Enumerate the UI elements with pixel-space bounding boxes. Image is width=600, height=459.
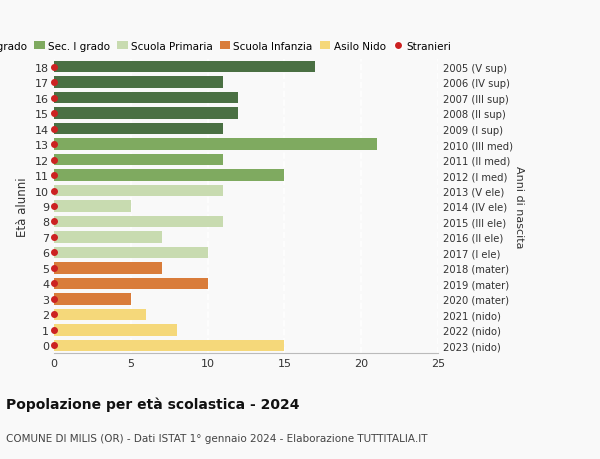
Bar (54, 170, 284, 181)
Bar (54, 278, 208, 290)
Y-axis label: Età alunni: Età alunni (16, 177, 29, 236)
Bar (54, 108, 238, 120)
Bar (54, 309, 146, 320)
Bar (54, 93, 238, 104)
Bar (54, 325, 177, 336)
Bar (54, 216, 223, 228)
Bar (54, 201, 131, 213)
Bar (54, 340, 284, 352)
Bar (54, 123, 223, 135)
Bar (54, 293, 131, 305)
Bar (54, 77, 223, 89)
Bar (54, 263, 161, 274)
Bar (54, 62, 315, 73)
Y-axis label: Anni di nascita: Anni di nascita (514, 165, 524, 248)
Bar (54, 139, 377, 151)
Text: COMUNE DI MILIS (OR) - Dati ISTAT 1° gennaio 2024 - Elaborazione TUTTITALIA.IT: COMUNE DI MILIS (OR) - Dati ISTAT 1° gen… (6, 433, 427, 442)
Text: Popolazione per età scolastica - 2024: Popolazione per età scolastica - 2024 (6, 397, 299, 412)
Bar (54, 185, 223, 197)
Legend: Sec. II grado, Sec. I grado, Scuola Primaria, Scuola Infanzia, Asilo Nido, Stran: Sec. II grado, Sec. I grado, Scuola Prim… (0, 42, 451, 51)
Bar (54, 232, 161, 243)
Bar (54, 154, 223, 166)
Bar (54, 247, 208, 259)
